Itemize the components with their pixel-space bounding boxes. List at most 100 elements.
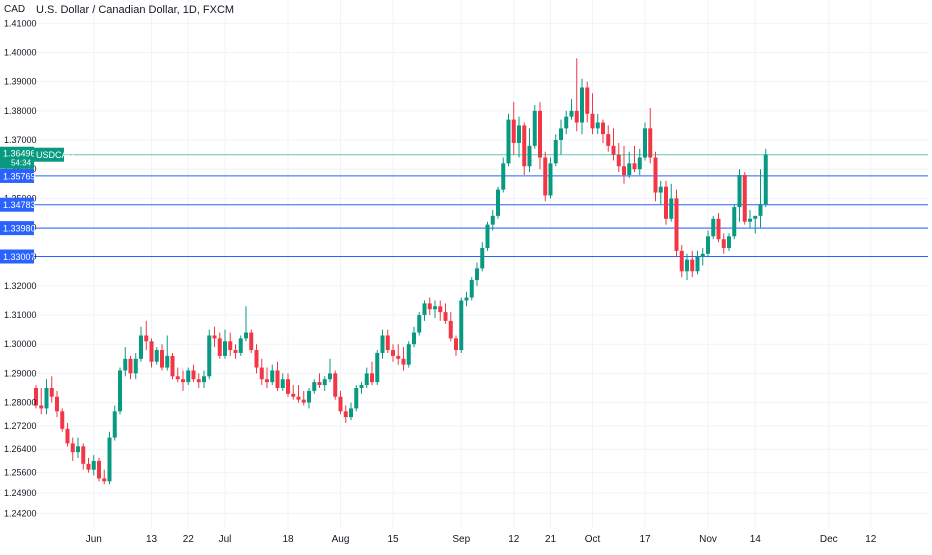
- candle-body: [732, 207, 737, 237]
- candle: [217, 332, 222, 359]
- candle: [186, 367, 191, 386]
- price-axis-label: 1.31000: [4, 310, 37, 320]
- candle-body: [559, 128, 563, 141]
- candle-body: [664, 186, 668, 219]
- candle: [259, 358, 264, 386]
- level-tag-bg: [0, 221, 34, 236]
- candle-body: [191, 370, 196, 380]
- candle-body: [748, 218, 752, 222]
- candle-body: [627, 163, 632, 176]
- level-tag-text: 1.33980: [3, 224, 36, 234]
- price-axis-label: 1.37000: [4, 135, 37, 145]
- candle: [412, 326, 416, 348]
- candle-body: [700, 253, 705, 257]
- candle-body: [338, 396, 343, 412]
- candle-body: [275, 370, 280, 388]
- time-axis-label: 12: [508, 534, 520, 545]
- candle: [401, 347, 406, 371]
- candle: [118, 367, 122, 415]
- candle-body: [396, 355, 401, 359]
- candle-body: [270, 370, 275, 383]
- candle: [91, 455, 96, 476]
- candle-body: [590, 113, 595, 129]
- candle: [685, 253, 689, 281]
- candle-body: [616, 154, 621, 167]
- candle-body: [475, 268, 479, 281]
- candle-body: [622, 166, 626, 176]
- candle: [380, 329, 385, 359]
- candle: [139, 326, 143, 362]
- candle-body: [632, 163, 637, 170]
- candle: [433, 300, 437, 318]
- candle-body: [102, 478, 107, 482]
- candle: [616, 142, 621, 173]
- candle-body: [580, 87, 584, 123]
- price-axis-label: 1.32000: [4, 281, 37, 291]
- price-axis-label: 1.39000: [4, 77, 37, 87]
- candle-body: [511, 119, 516, 143]
- candle-body: [312, 382, 317, 391]
- candle-body: [60, 411, 65, 429]
- candle-body: [658, 186, 663, 193]
- price-axis-label: 1.40000: [4, 48, 37, 58]
- candle-body: [380, 335, 385, 353]
- candle-body: [433, 306, 437, 310]
- candle-body: [228, 341, 233, 351]
- candle: [469, 277, 474, 301]
- candle: [601, 119, 605, 143]
- candle: [322, 376, 327, 391]
- candle-body: [354, 387, 359, 409]
- candle-body: [601, 122, 605, 135]
- candle-body: [70, 443, 75, 453]
- candle: [212, 326, 217, 348]
- candle: [385, 329, 390, 353]
- time-axis-label: 13: [146, 534, 158, 545]
- candle-body: [706, 236, 710, 254]
- candle-body: [317, 382, 322, 386]
- axis-tags: 1.35769 1.34783 1.33980 1.33007 1.3649654:34…: [0, 146, 75, 264]
- candle-body: [123, 358, 128, 371]
- candle: [690, 250, 695, 278]
- candle-body: [464, 297, 469, 301]
- candle: [291, 385, 296, 400]
- candle: [249, 329, 254, 353]
- candle-body: [585, 87, 590, 114]
- candle: [763, 148, 768, 208]
- candle: [328, 358, 332, 383]
- candle-body: [406, 344, 411, 365]
- candle-body: [307, 390, 311, 403]
- candle: [49, 376, 54, 403]
- candle: [496, 186, 500, 219]
- candle-body: [574, 110, 579, 123]
- candle: [301, 390, 306, 406]
- candle: [165, 335, 170, 371]
- level-tag: 1.35769: [0, 168, 36, 183]
- candle: [133, 352, 138, 380]
- candle-body: [412, 332, 416, 345]
- candle: [490, 210, 495, 231]
- price-axis-label: 1.25600: [4, 468, 37, 478]
- candle-body: [186, 370, 191, 383]
- candle-body: [548, 163, 553, 196]
- level-tag-bg: [0, 249, 34, 264]
- candle-body: [527, 145, 532, 167]
- candle-body: [443, 312, 448, 321]
- price-axis-label: 1.29000: [4, 368, 37, 378]
- candle: [448, 312, 453, 342]
- candle-body: [391, 350, 395, 356]
- price-axis-label: 1.24900: [4, 488, 37, 498]
- time-axis-label: 15: [387, 534, 399, 545]
- candle: [191, 364, 196, 383]
- candle-body: [679, 250, 684, 272]
- candle: [296, 385, 301, 403]
- time-axis-label: 22: [183, 534, 195, 545]
- candle: [154, 347, 159, 365]
- candle: [107, 431, 112, 485]
- candle: [522, 122, 527, 176]
- candle-body: [170, 355, 175, 377]
- level-tag-text: 1.35769: [3, 171, 36, 181]
- candle: [286, 373, 290, 397]
